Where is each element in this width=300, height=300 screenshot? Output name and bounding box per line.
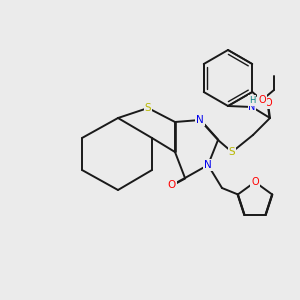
- Text: O: O: [168, 180, 176, 190]
- Text: H: H: [249, 96, 255, 105]
- Text: O: O: [264, 98, 272, 108]
- Text: S: S: [229, 147, 235, 157]
- Text: S: S: [145, 103, 151, 113]
- Text: O: O: [258, 95, 266, 105]
- Text: O: O: [251, 177, 259, 187]
- Text: N: N: [204, 160, 212, 170]
- Text: N: N: [196, 115, 204, 125]
- Text: N: N: [248, 102, 256, 112]
